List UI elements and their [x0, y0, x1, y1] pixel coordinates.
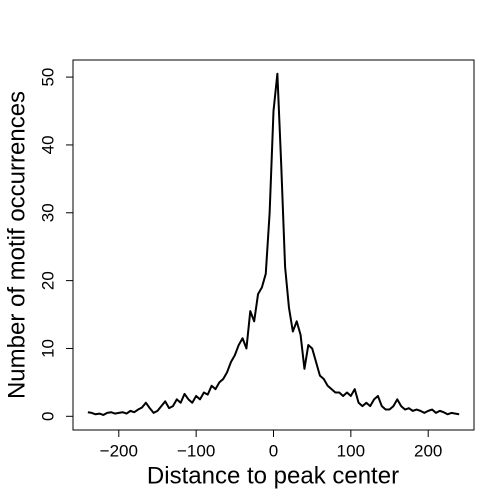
line — [87, 72, 460, 416]
y-tick-label: 40 — [38, 135, 57, 154]
y-axis-label: Number of motif occurrences — [3, 91, 30, 399]
y-tick-label: 0 — [38, 412, 57, 421]
x-axis-label: Distance to peak center — [147, 462, 399, 489]
x-tick-label: −200 — [100, 441, 138, 460]
y-tick-label: 50 — [38, 68, 57, 87]
x-tick-label: 200 — [414, 441, 442, 460]
x-tick-label: −100 — [177, 441, 215, 460]
x-tick-label: 100 — [337, 441, 365, 460]
y-tick-label: 30 — [38, 203, 57, 222]
y-tick-label: 10 — [38, 339, 57, 358]
x-tick-label: 0 — [269, 441, 278, 460]
y-tick-label: 20 — [38, 271, 57, 290]
